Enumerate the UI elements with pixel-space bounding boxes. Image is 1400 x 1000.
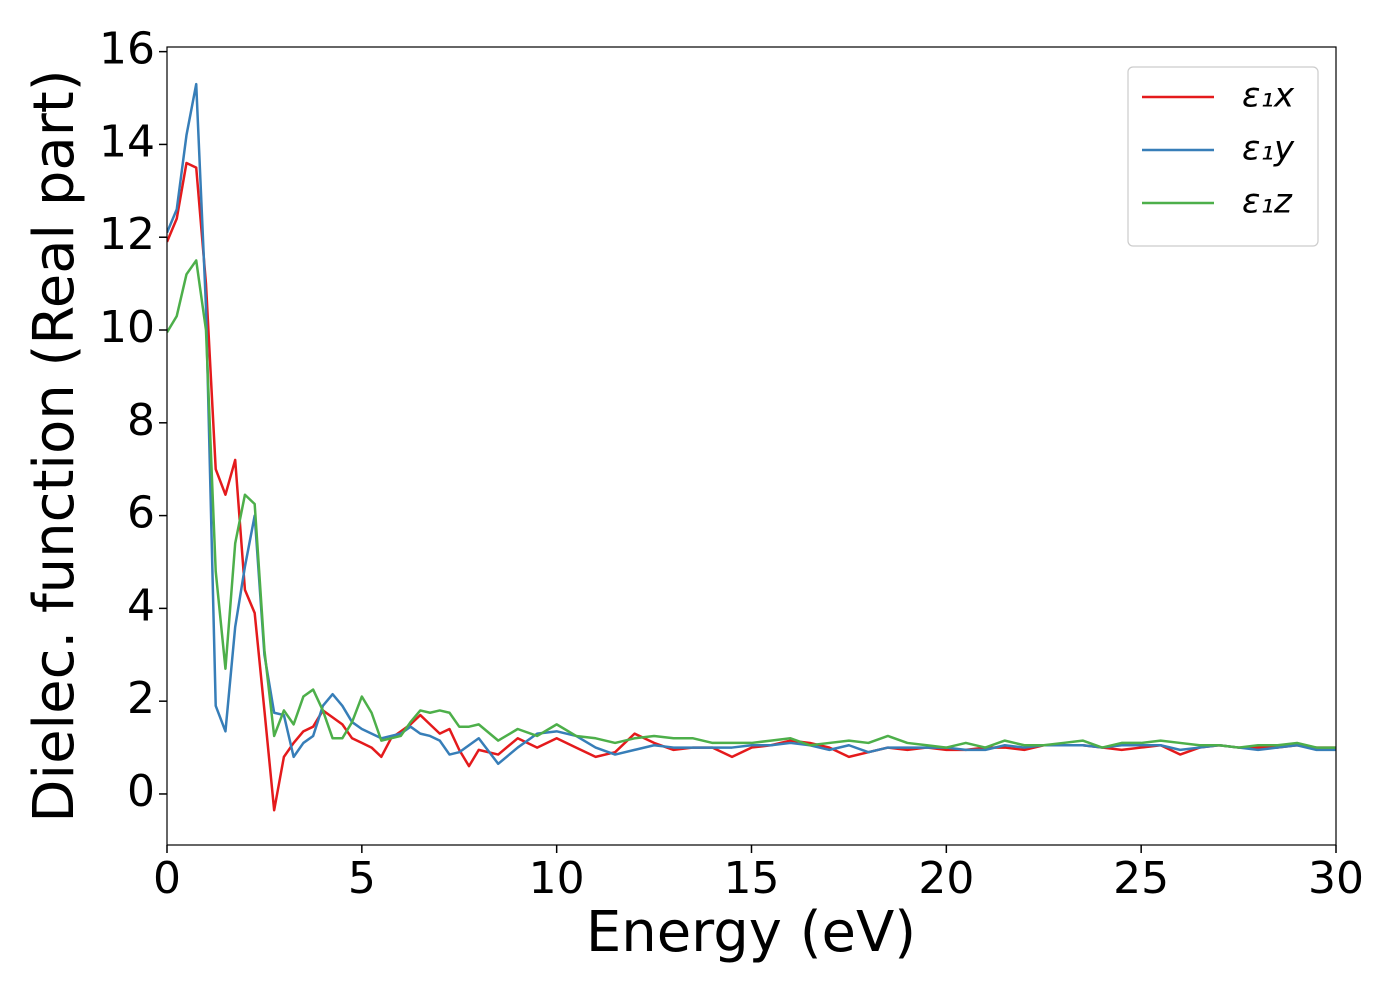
plot-frame <box>166 46 1337 846</box>
legend-label: ε₁z <box>1242 182 1293 222</box>
x-tick-label: 30 <box>1308 853 1364 904</box>
x-axis-label: Energy (eV) <box>586 900 916 965</box>
x-tick-label: 10 <box>529 853 585 904</box>
y-tick-label: 2 <box>127 673 155 724</box>
data-line <box>167 259 1336 749</box>
y-tick-label: 16 <box>99 24 155 75</box>
y-tick-label: 4 <box>127 580 155 631</box>
y-tick-label: 6 <box>127 488 155 539</box>
y-tick-label: 8 <box>127 395 155 446</box>
y-axis-label: Dielec. function (Real part) <box>22 69 87 822</box>
y-tick-label: 12 <box>99 209 155 260</box>
x-tick-label: 5 <box>348 853 376 904</box>
x-tick-label: 0 <box>153 853 181 904</box>
x-tick-label: 15 <box>724 853 780 904</box>
plot-lines <box>167 82 1336 812</box>
x-tick-label: 25 <box>1113 853 1169 904</box>
data-line <box>167 82 1336 766</box>
y-tick-label: 0 <box>127 766 155 817</box>
x-tick-label: 20 <box>918 853 974 904</box>
legend-label: ε₁x <box>1242 76 1295 116</box>
y-tick-label: 14 <box>99 116 155 167</box>
data-line <box>167 161 1336 812</box>
y-tick-label: 10 <box>99 302 155 353</box>
legend-box <box>1127 66 1319 247</box>
legend-label: ε₁y <box>1242 129 1295 169</box>
